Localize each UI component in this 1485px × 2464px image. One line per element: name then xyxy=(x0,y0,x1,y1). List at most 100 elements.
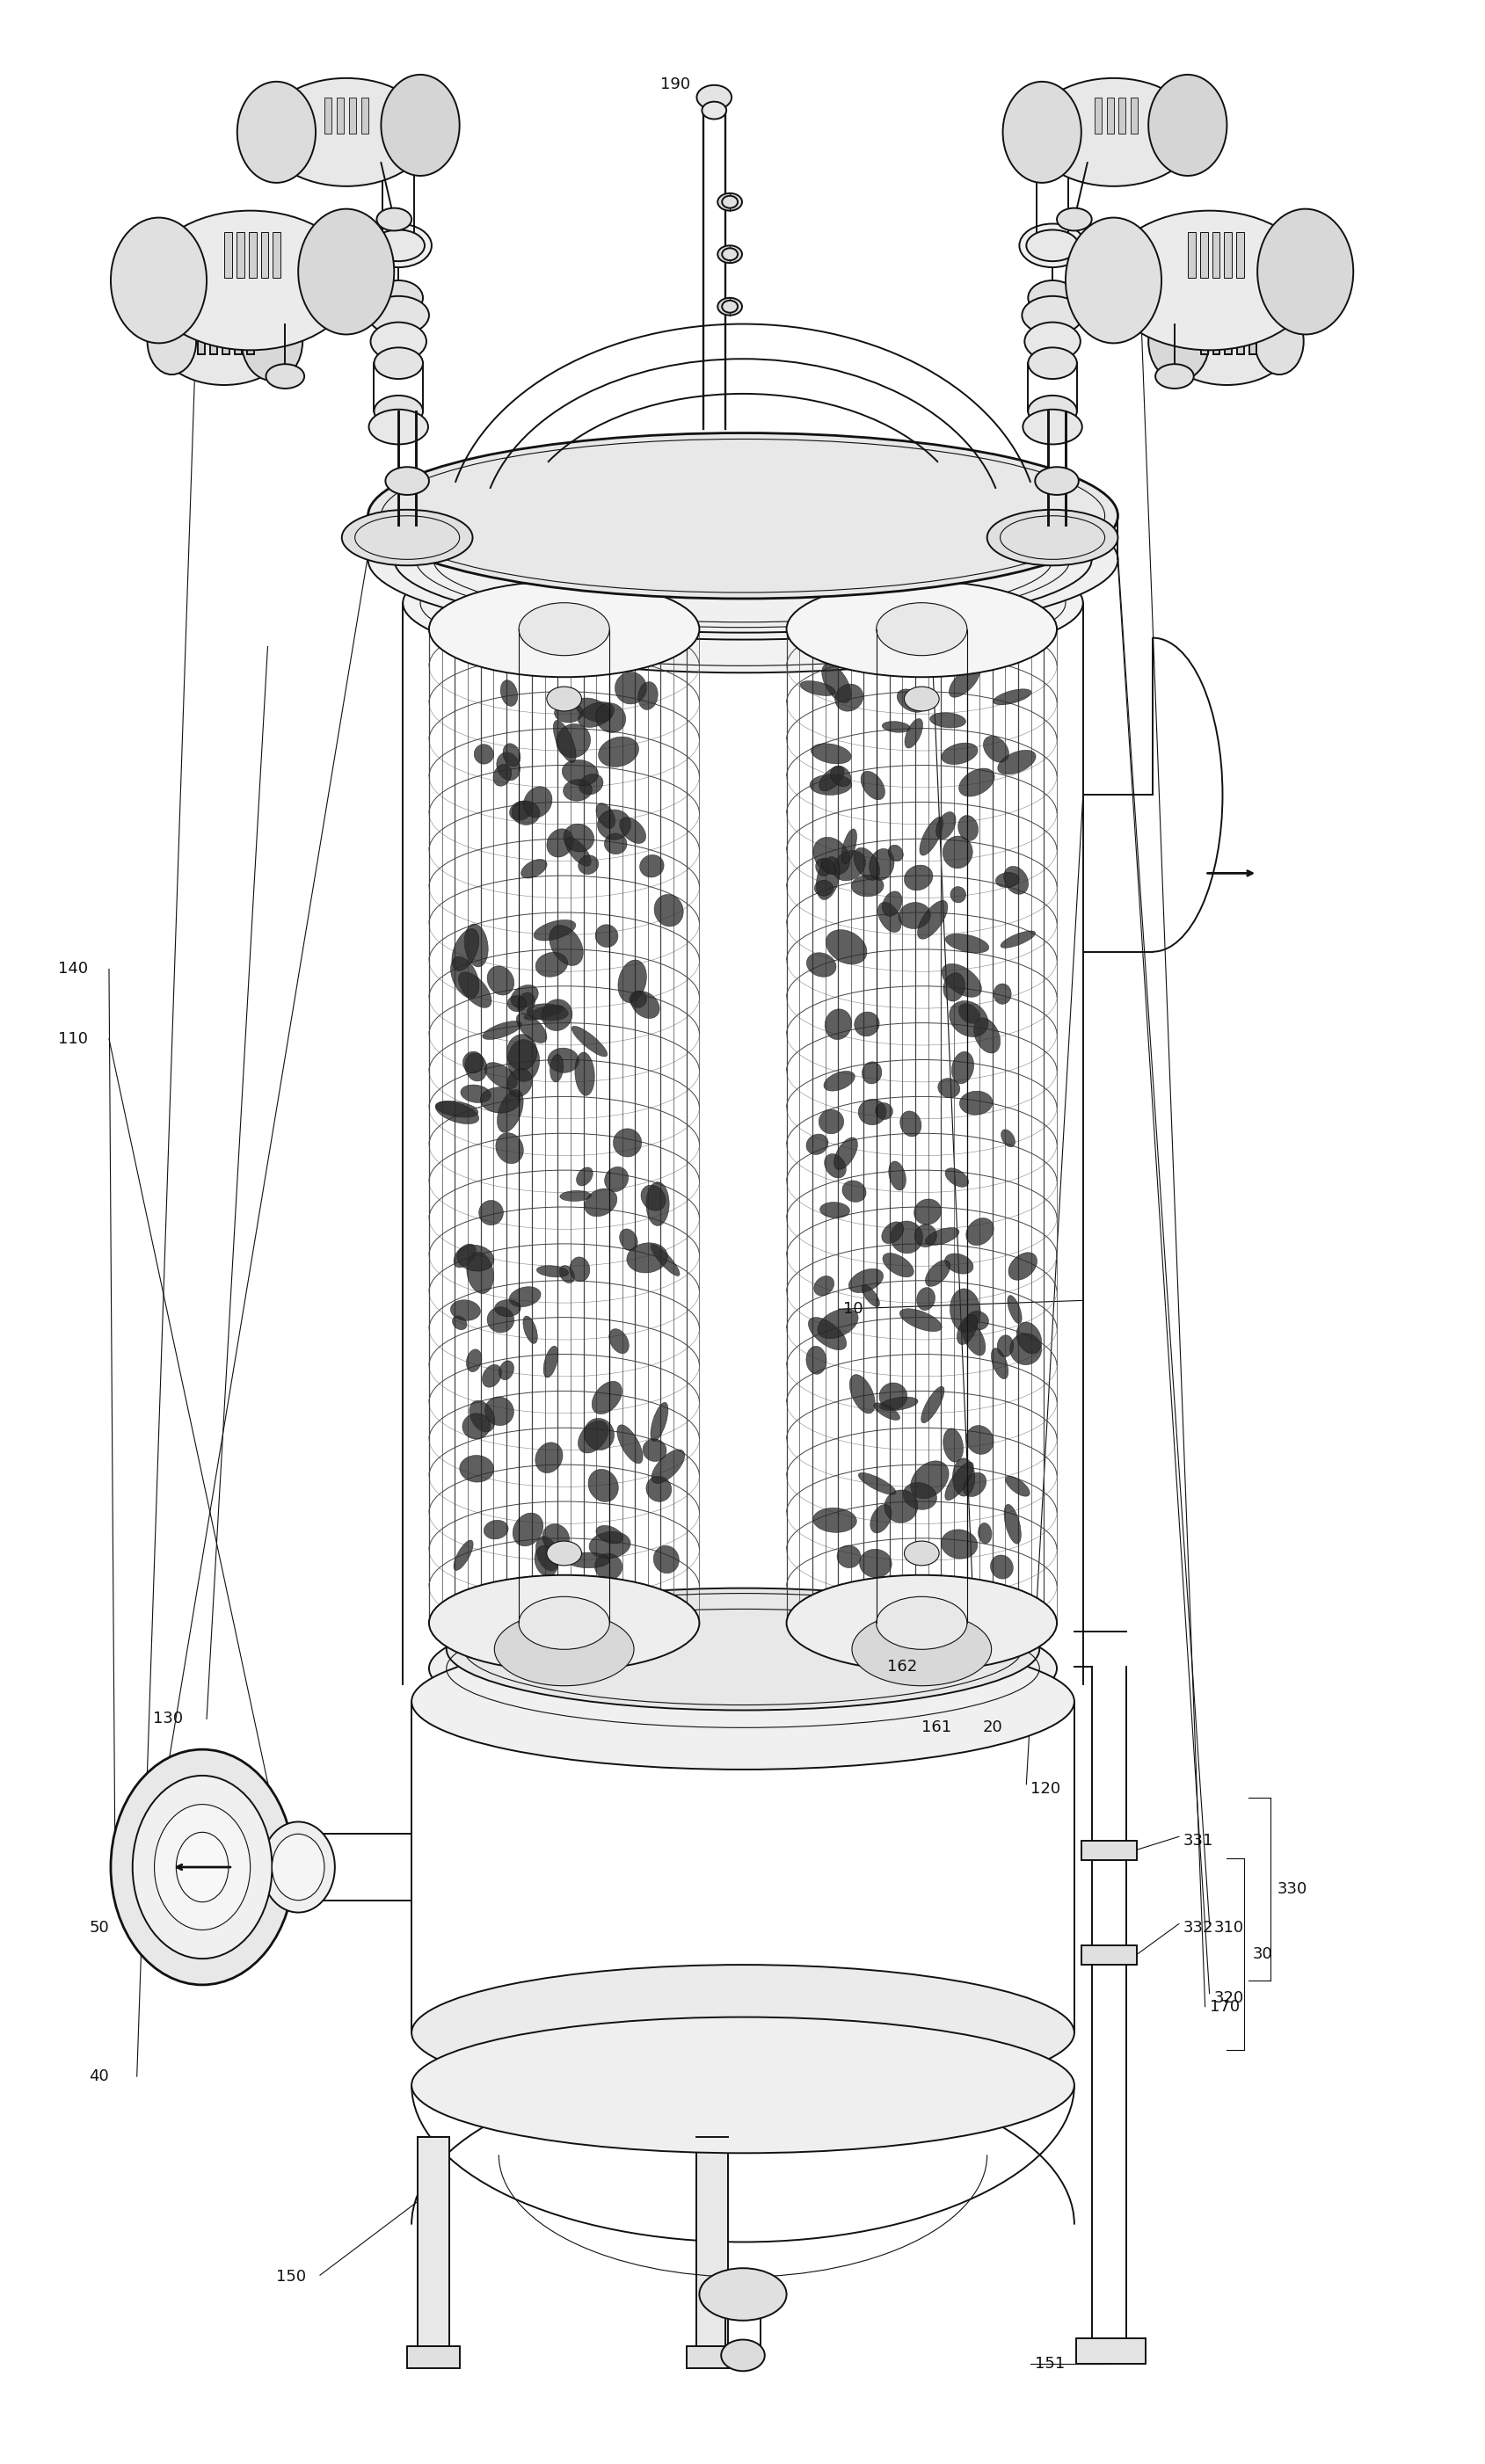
Ellipse shape xyxy=(261,1821,334,1912)
Bar xyxy=(1201,315,1207,355)
Ellipse shape xyxy=(830,766,851,786)
Ellipse shape xyxy=(487,966,514,995)
Ellipse shape xyxy=(563,779,593,801)
Ellipse shape xyxy=(536,1266,569,1276)
Ellipse shape xyxy=(639,683,658,710)
Ellipse shape xyxy=(588,1469,618,1503)
Ellipse shape xyxy=(368,409,428,444)
Bar xyxy=(1106,96,1114,133)
Ellipse shape xyxy=(993,690,1032,705)
Ellipse shape xyxy=(506,1035,538,1069)
Ellipse shape xyxy=(643,1439,667,1461)
Ellipse shape xyxy=(974,1018,1001,1052)
Bar xyxy=(1081,1947,1138,1964)
Text: 140: 140 xyxy=(58,961,89,978)
Ellipse shape xyxy=(368,296,429,335)
Text: 151: 151 xyxy=(1035,2356,1065,2373)
Ellipse shape xyxy=(561,759,598,786)
Ellipse shape xyxy=(967,1217,993,1244)
Ellipse shape xyxy=(833,850,866,880)
Ellipse shape xyxy=(882,1222,903,1244)
Ellipse shape xyxy=(943,1429,964,1461)
Text: 20: 20 xyxy=(983,1720,1002,1735)
Ellipse shape xyxy=(915,1225,937,1247)
Ellipse shape xyxy=(554,702,584,722)
Ellipse shape xyxy=(1022,296,1083,335)
Ellipse shape xyxy=(486,1062,517,1089)
Ellipse shape xyxy=(459,971,492,1008)
Ellipse shape xyxy=(511,986,538,1008)
Text: 161: 161 xyxy=(922,1720,952,1735)
Bar xyxy=(1132,96,1138,133)
Ellipse shape xyxy=(930,712,965,727)
Ellipse shape xyxy=(429,582,699,678)
Ellipse shape xyxy=(508,1040,539,1082)
Ellipse shape xyxy=(266,365,304,389)
Ellipse shape xyxy=(613,1129,642,1158)
Text: 10: 10 xyxy=(843,1301,863,1318)
Ellipse shape xyxy=(941,744,977,764)
Ellipse shape xyxy=(952,1459,974,1496)
Ellipse shape xyxy=(1148,74,1227,175)
Ellipse shape xyxy=(882,1254,913,1276)
Ellipse shape xyxy=(512,1513,544,1545)
Ellipse shape xyxy=(944,1461,974,1501)
Bar xyxy=(417,2136,448,2346)
Ellipse shape xyxy=(508,1069,532,1096)
Ellipse shape xyxy=(1004,1506,1022,1545)
Ellipse shape xyxy=(549,1055,563,1082)
Ellipse shape xyxy=(949,1000,988,1037)
Ellipse shape xyxy=(536,1535,560,1572)
Ellipse shape xyxy=(450,956,480,998)
Ellipse shape xyxy=(824,1010,851,1040)
Ellipse shape xyxy=(536,954,567,976)
Ellipse shape xyxy=(1005,1476,1029,1496)
Ellipse shape xyxy=(722,249,738,261)
Ellipse shape xyxy=(959,1092,992,1114)
Ellipse shape xyxy=(1001,931,1035,949)
Ellipse shape xyxy=(523,1316,538,1343)
Text: 40: 40 xyxy=(89,2067,108,2085)
Ellipse shape xyxy=(382,74,459,175)
Bar xyxy=(1249,315,1256,355)
Ellipse shape xyxy=(465,924,489,966)
Ellipse shape xyxy=(1066,217,1161,342)
Ellipse shape xyxy=(653,1545,679,1572)
Ellipse shape xyxy=(1148,303,1209,379)
Ellipse shape xyxy=(585,1188,618,1217)
Ellipse shape xyxy=(546,828,573,857)
Ellipse shape xyxy=(618,961,646,1003)
Ellipse shape xyxy=(904,1540,939,1565)
Ellipse shape xyxy=(567,1552,610,1567)
Ellipse shape xyxy=(655,894,683,926)
Ellipse shape xyxy=(549,926,584,966)
Ellipse shape xyxy=(242,303,303,379)
Ellipse shape xyxy=(1019,224,1086,266)
Ellipse shape xyxy=(787,582,1057,678)
Ellipse shape xyxy=(495,1301,521,1316)
Ellipse shape xyxy=(808,1318,846,1350)
Bar xyxy=(1081,1841,1138,1860)
Ellipse shape xyxy=(1161,298,1292,384)
Ellipse shape xyxy=(702,101,726,118)
Bar xyxy=(248,232,257,278)
Ellipse shape xyxy=(800,680,836,695)
Ellipse shape xyxy=(557,724,591,759)
Ellipse shape xyxy=(411,1964,1074,2102)
Ellipse shape xyxy=(888,1161,906,1190)
Ellipse shape xyxy=(936,811,956,840)
Ellipse shape xyxy=(814,880,833,897)
Ellipse shape xyxy=(618,1424,643,1464)
Ellipse shape xyxy=(146,209,355,350)
Bar xyxy=(235,315,242,355)
Ellipse shape xyxy=(809,774,852,796)
Ellipse shape xyxy=(650,1244,680,1276)
Text: 330: 330 xyxy=(1277,1880,1308,1897)
Ellipse shape xyxy=(579,774,603,796)
Ellipse shape xyxy=(1008,1252,1037,1281)
Ellipse shape xyxy=(990,1555,1013,1579)
Ellipse shape xyxy=(1004,867,1029,894)
Ellipse shape xyxy=(946,934,989,954)
Ellipse shape xyxy=(542,1525,569,1552)
Ellipse shape xyxy=(1007,1296,1022,1323)
